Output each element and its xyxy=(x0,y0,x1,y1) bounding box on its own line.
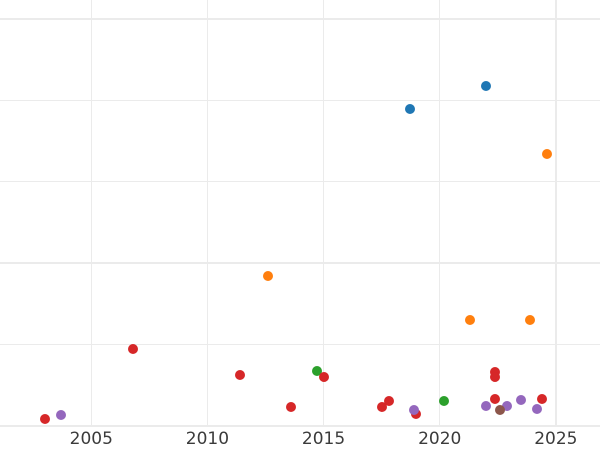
data-point-red xyxy=(490,372,501,383)
data-point-red xyxy=(39,414,50,425)
data-point-purple xyxy=(532,403,543,414)
horizontal-gridline xyxy=(0,262,600,264)
horizontal-gridline xyxy=(0,99,600,102)
vertical-gridline xyxy=(555,0,557,426)
vertical-gridline xyxy=(322,0,325,426)
x-tick-label: 2015 xyxy=(301,428,346,449)
x-tick-label: 2005 xyxy=(69,428,113,449)
data-point-orange xyxy=(464,315,475,326)
data-point-red xyxy=(318,372,329,383)
horizontal-gridline xyxy=(0,343,600,346)
data-point-red xyxy=(376,402,387,413)
horizontal-gridline xyxy=(0,18,600,20)
horizontal-gridline xyxy=(0,181,600,183)
data-point-orange xyxy=(262,271,273,282)
data-point-purple xyxy=(409,404,420,415)
data-point-red xyxy=(490,394,501,405)
data-point-purple xyxy=(481,400,492,411)
x-tick-label: 2020 xyxy=(418,428,462,449)
x-tick-label: 2010 xyxy=(185,428,230,449)
data-point-orange xyxy=(541,149,552,160)
vertical-gridline xyxy=(90,0,92,426)
data-point-orange xyxy=(525,315,536,326)
data-point-blue xyxy=(404,104,415,115)
data-point-purple xyxy=(56,409,67,420)
data-point-red xyxy=(286,402,297,413)
vertical-gridline xyxy=(439,0,441,426)
data-point-red xyxy=(383,395,394,406)
horizontal-gridline xyxy=(0,425,600,427)
vertical-gridline xyxy=(206,0,209,426)
data-point-purple xyxy=(502,400,513,411)
data-point-red xyxy=(234,369,245,380)
data-point-red xyxy=(536,394,547,405)
data-point-green xyxy=(311,365,322,376)
x-tick-label: 2025 xyxy=(534,428,578,449)
data-point-red xyxy=(128,343,139,354)
data-point-purple xyxy=(516,394,527,405)
data-point-brown xyxy=(495,404,506,415)
data-point-green xyxy=(439,395,450,406)
data-point-blue xyxy=(481,80,492,91)
